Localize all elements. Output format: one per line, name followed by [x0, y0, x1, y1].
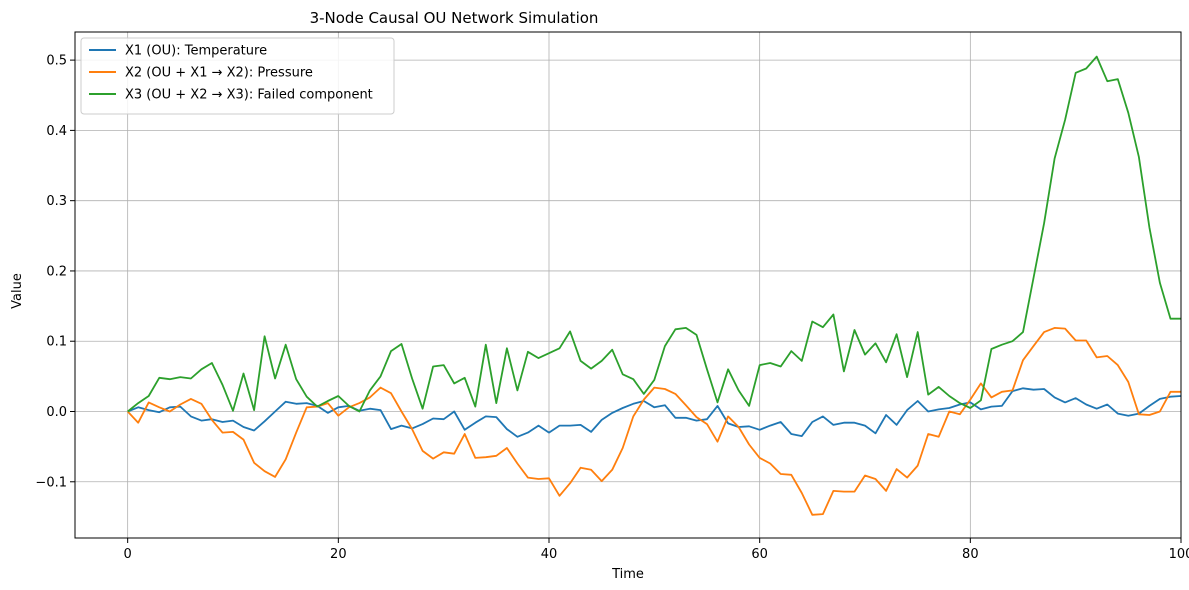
legend-label: X1 (OU): Temperature [125, 44, 267, 59]
y-tick-label: −0.1 [35, 475, 67, 490]
x-tick-label: 80 [962, 547, 979, 562]
y-axis-label: Value [10, 273, 25, 309]
chart-title: 3-Node Causal OU Network Simulation [310, 9, 599, 27]
plot-area [127, 55, 1182, 516]
x-tick-label: 20 [330, 547, 347, 562]
series-line-1 [127, 387, 1182, 438]
axes-frame [74, 31, 1182, 539]
x-tick-label: 40 [541, 547, 558, 562]
y-tick-label: 0.4 [46, 124, 67, 139]
y-tick-label: 0.5 [46, 54, 67, 69]
series-line-3 [127, 55, 1181, 413]
y-tick-label: 0.0 [46, 405, 67, 420]
legend-label: X2 (OU + X1 → X2): Pressure [125, 66, 313, 81]
series-line-2 [127, 326, 1181, 516]
x-tick-label: 100 [1169, 547, 1189, 562]
x-axis: 0 20 40 60 80 100 [124, 538, 1189, 562]
y-tick-label: 0.3 [46, 194, 67, 209]
legend-box [80, 37, 395, 115]
x-axis-label: Time [611, 567, 644, 582]
legend-label: X3 (OU + X2 → X3): Failed component [125, 88, 373, 103]
y-tick-label: 0.1 [46, 335, 67, 350]
y-tick-label: 0.2 [46, 264, 67, 279]
x-tick-label: 60 [751, 547, 768, 562]
y-axis: −0.1 0.0 0.1 0.2 0.3 0.4 0.5 [35, 54, 75, 490]
legend: X1 (OU): Temperature X2 (OU + X1 → X2): P… [80, 37, 395, 115]
x-tick-label: 0 [124, 547, 132, 562]
